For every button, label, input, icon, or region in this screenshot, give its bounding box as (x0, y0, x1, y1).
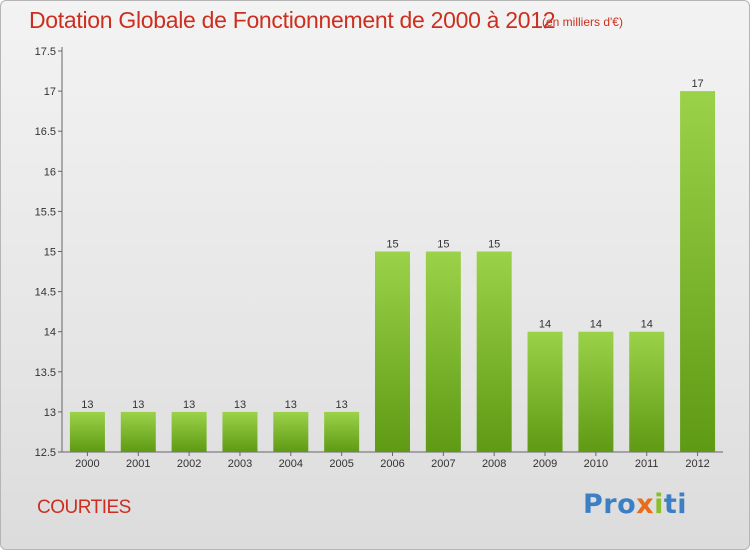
bar-value-label: 15 (386, 239, 398, 251)
bar-value-label: 14 (641, 319, 653, 331)
bar (527, 331, 563, 452)
logo-part: ti (663, 489, 688, 520)
x-tick-label: 2012 (685, 458, 709, 470)
bar-value-label: 13 (183, 399, 195, 411)
x-tick-label: 2010 (584, 458, 608, 470)
bar-value-label: 13 (285, 399, 297, 411)
bar-value-label: 17 (691, 78, 703, 90)
y-tick-label: 16 (44, 166, 56, 178)
x-tick-label: 2004 (279, 458, 303, 470)
x-tick-label: 2006 (380, 458, 404, 470)
bar (69, 411, 105, 452)
bar (375, 251, 410, 452)
y-tick-label: 13 (44, 407, 56, 419)
bar (120, 411, 156, 452)
x-tick-label: 2000 (75, 458, 99, 470)
x-tick-label: 2008 (482, 458, 506, 470)
bar (629, 331, 665, 452)
logo-part: x (636, 489, 655, 520)
y-tick-label: 16.5 (35, 126, 56, 138)
commune-name: COURTIES (37, 497, 131, 518)
chart-unit-note: (en milliers d'€) (542, 15, 623, 29)
logo-part: Pro (583, 489, 637, 520)
bar (425, 251, 461, 452)
chart-title: Dotation Globale de Fonctionnement de 20… (29, 7, 556, 33)
y-tick-label: 17 (44, 86, 56, 98)
bar-value-label: 15 (437, 239, 449, 251)
y-tick-label: 15 (44, 247, 56, 259)
x-tick-label: 2002 (177, 458, 201, 470)
bar-value-label: 14 (539, 319, 551, 331)
y-tick-label: 17.5 (35, 46, 56, 58)
y-tick-label: 12.5 (35, 447, 56, 459)
x-tick-label: 2009 (533, 458, 557, 470)
bar (222, 411, 258, 452)
bar (476, 251, 512, 452)
bar (324, 411, 360, 452)
bar-value-label: 15 (488, 239, 500, 251)
bar-value-label: 13 (336, 399, 348, 411)
x-tick-label: 2003 (228, 458, 252, 470)
bar-value-label: 13 (234, 399, 246, 411)
y-tick-label: 14.5 (35, 287, 56, 299)
bar-value-label: 14 (590, 319, 602, 331)
bar (680, 91, 716, 452)
logo-part: i (654, 489, 664, 520)
y-tick-label: 14 (44, 327, 56, 339)
x-tick-label: 2007 (431, 458, 455, 470)
y-tick-label: 13.5 (35, 367, 56, 379)
bar-value-label: 13 (81, 399, 93, 411)
y-tick-label: 15.5 (35, 206, 56, 218)
bar (273, 411, 309, 452)
bar-value-label: 13 (132, 399, 144, 411)
proxiti-logo: Proxiti (583, 489, 687, 520)
x-tick-label: 2005 (329, 458, 353, 470)
bar (578, 331, 614, 452)
x-tick-label: 2001 (126, 458, 150, 470)
bar (171, 411, 207, 452)
x-tick-label: 2011 (635, 458, 659, 470)
